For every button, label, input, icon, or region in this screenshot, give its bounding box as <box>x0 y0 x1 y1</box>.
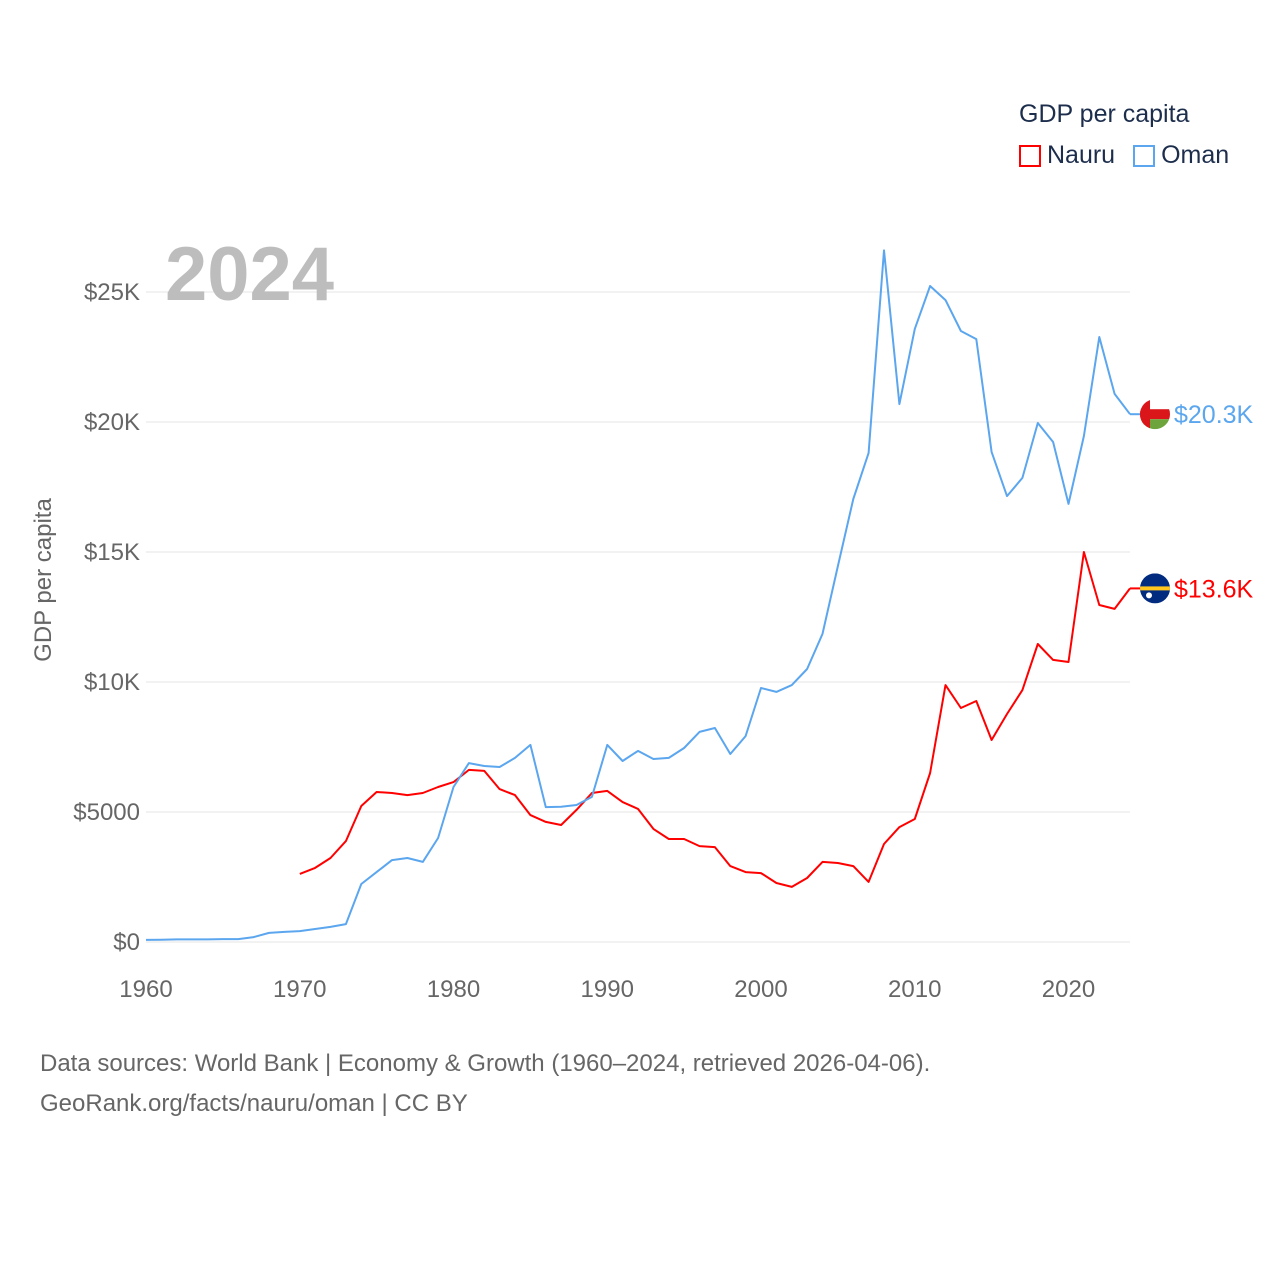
x-tick-label: 1960 <box>119 976 172 1003</box>
y-tick-label: $5000 <box>73 799 140 826</box>
legend-item-nauru[interactable]: Nauru <box>1019 141 1115 170</box>
legend-title: GDP per capita <box>1019 100 1190 128</box>
x-tick-label: 1980 <box>427 976 480 1003</box>
x-tick-label: 2010 <box>888 976 941 1003</box>
legend-label-nauru: Nauru <box>1047 141 1116 169</box>
end-value-label-oman: $20.3K <box>1174 401 1254 429</box>
legend-swatch-oman <box>1133 144 1156 167</box>
y-tick-label: $20K <box>84 409 140 436</box>
source-line-2[interactable]: GeoRank.org/facts/nauru/oman | CC BY <box>40 1090 468 1117</box>
y-axis-label: GDP per capita <box>30 498 57 662</box>
source-note: Data sources: World Bank | Economy & Gro… <box>40 1044 930 1124</box>
legend-swatch-nauru <box>1019 144 1041 167</box>
end-value-label-nauru: $13.6K <box>1174 575 1254 603</box>
series-line-oman <box>145 249 1131 941</box>
legend-item-oman[interactable]: Oman <box>1133 141 1229 170</box>
gridlines <box>146 291 1130 943</box>
legend-label-oman: Oman <box>1161 141 1230 169</box>
flag-green <box>1140 419 1170 430</box>
series-line-nauru <box>299 551 1131 888</box>
flag <box>1140 399 1170 430</box>
flag-red <box>1140 409 1170 420</box>
oman-flag-icon <box>1140 399 1170 430</box>
y-axis-ticks: $0 $5000 $10K $15K $20K $25K <box>73 279 140 956</box>
x-tick-label: 1970 <box>273 976 326 1003</box>
nauru-flag-icon <box>1140 573 1170 604</box>
x-tick-label: 2020 <box>1042 976 1095 1003</box>
flag <box>1140 573 1170 604</box>
flag-red-bar <box>1140 399 1150 430</box>
flag-yellow <box>1140 586 1170 591</box>
legend: GDP per capita Nauru Oman <box>1019 100 1247 170</box>
x-tick-label: 1990 <box>581 976 634 1003</box>
y-tick-label: $10K <box>84 669 140 696</box>
source-line-1: Data sources: World Bank | Economy & Gro… <box>40 1050 931 1077</box>
flag-white <box>1140 399 1170 410</box>
x-axis-ticks: 1960 1970 1980 1990 2000 2010 2020 <box>119 976 1095 1003</box>
x-tick-label: 2000 <box>734 976 787 1003</box>
y-tick-label: $0 <box>113 929 140 956</box>
flag-star <box>1146 592 1152 599</box>
y-tick-label: $15K <box>84 539 140 566</box>
series-end-labels: $13.6K $20.3K <box>1130 399 1254 604</box>
series-lines <box>145 249 1131 941</box>
chart-year-title: 2024 <box>165 232 334 317</box>
y-tick-label: $25K <box>84 279 140 306</box>
